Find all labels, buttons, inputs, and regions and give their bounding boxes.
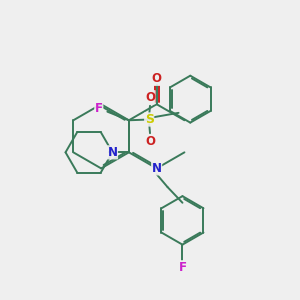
Text: N: N <box>107 146 118 159</box>
Text: O: O <box>145 135 155 148</box>
Text: O: O <box>152 72 162 85</box>
Text: O: O <box>145 91 155 104</box>
Text: S: S <box>145 113 154 126</box>
Text: N: N <box>152 162 162 175</box>
Text: F: F <box>178 261 187 274</box>
Text: F: F <box>95 102 103 115</box>
